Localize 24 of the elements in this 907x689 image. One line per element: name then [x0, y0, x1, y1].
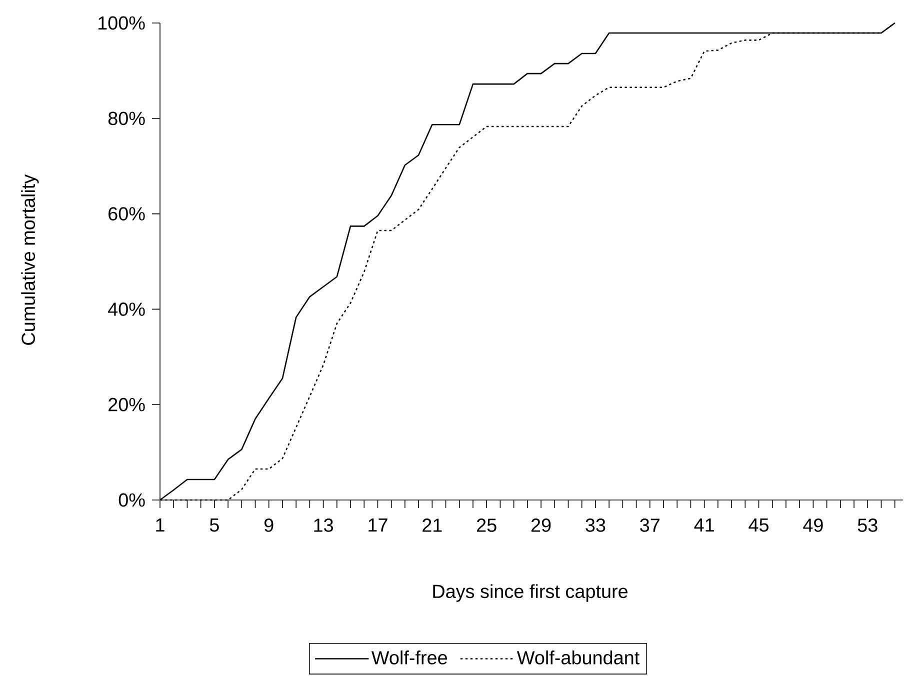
legend-label: Wolf-free [371, 650, 447, 664]
x-tick-label: 49 [803, 518, 823, 532]
x-tick-label: 13 [314, 518, 333, 532]
x-tick-label: 37 [640, 518, 660, 532]
x-tick-label: 41 [694, 518, 714, 532]
y-tick-label: 0% [118, 493, 145, 507]
x-tick-label: 9 [264, 518, 274, 532]
y-axis-title: Cumulative mortality [21, 174, 39, 345]
y-tick-label: 60% [108, 207, 145, 220]
x-tick-label: 5 [210, 518, 219, 532]
y-tick-label: 20% [108, 398, 145, 412]
x-tick-label: 45 [748, 518, 768, 532]
x-tick-label: 1 [156, 518, 164, 532]
x-tick-label: 29 [531, 518, 551, 532]
x-tick-label: 25 [477, 518, 496, 532]
x-axis-title: Days since first capture [433, 584, 628, 602]
x-tick-label: 33 [586, 518, 606, 532]
y-tick-label: 100% [98, 16, 145, 30]
x-tick-label: 17 [368, 518, 388, 532]
x-tick-label: 21 [422, 518, 442, 532]
y-tick-label: 40% [108, 302, 145, 316]
legend-label: Wolf-abundant [516, 650, 640, 664]
y-tick-label: 80% [108, 112, 145, 126]
x-tick-label: 53 [858, 518, 878, 532]
